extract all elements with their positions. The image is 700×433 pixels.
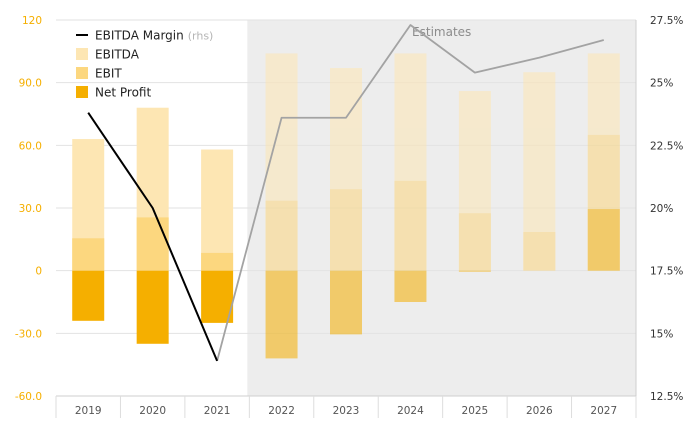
bar-ebit-2020: [136, 217, 169, 271]
y-left-tick-label: 30.0: [19, 203, 42, 215]
x-tick-label: 2026: [526, 405, 553, 417]
bar-group-2021: [201, 149, 234, 323]
bar-ebit-2026: [523, 232, 556, 271]
y-left-tick-label: 90.0: [19, 78, 42, 90]
bar-group-2027: [587, 53, 620, 271]
y-left-tick-label: -60.0: [15, 391, 42, 403]
legend-note: (rhs): [188, 30, 214, 43]
margin-line: [87, 24, 605, 362]
bar-group-2023: [330, 68, 362, 335]
legend-item-ebitda: EBITDA: [76, 48, 140, 62]
legend-label: EBIT: [95, 67, 122, 81]
bar-ebit-2022: [265, 200, 298, 271]
y-left-tick-label: -30.0: [15, 328, 42, 340]
y-right-tick-label: 15%: [650, 328, 673, 340]
bar-ebit-2023: [330, 189, 362, 271]
legend-item-ebit: EBIT: [76, 67, 122, 81]
bar-group-2019: [72, 139, 105, 321]
axes: 120 90.0 60.0 30.0 0 -30.0 -60.0 27.5% 25% 22.5% 2…: [15, 15, 683, 418]
bar-net-profit-2027: [587, 209, 620, 271]
bar-ebit-2021: [201, 252, 234, 271]
x-tick-label: 2020: [139, 405, 166, 417]
bar-net-profit-2023: [330, 270, 362, 335]
y-right-tick-label: 22.5%: [650, 140, 683, 152]
x-tick-label: 2027: [590, 405, 617, 417]
bar-ebit-2019: [72, 238, 105, 271]
legend-label: EBITDA Margin: [95, 29, 184, 43]
legend-item-ebitda-margin: EBITDA Margin (rhs): [76, 29, 213, 43]
legend-label: Net Profit: [95, 86, 151, 100]
x-tick-label: 2023: [333, 405, 360, 417]
bar-net-profit-2019: [72, 270, 105, 321]
bar-group-2026: [523, 72, 556, 271]
bar-net-profit-2025: [458, 270, 491, 272]
y-right-tick-label: 27.5%: [650, 15, 683, 27]
bar-group-2020: [136, 107, 169, 344]
y-right-tick-label: 20%: [650, 203, 673, 215]
legend-swatch-box: [76, 48, 88, 60]
x-tick-label: 2021: [204, 405, 231, 417]
bar-group-2025: [458, 91, 491, 272]
x-tick-label: 2024: [397, 405, 424, 417]
legend-label: EBITDA: [95, 48, 140, 62]
bars: [72, 53, 620, 359]
y-left-tick-label: 120: [22, 15, 42, 27]
bar-ebitda-2021: [201, 149, 234, 271]
bar-net-profit-2022: [265, 270, 298, 359]
bar-net-profit-2021: [201, 270, 234, 323]
legend-swatch-box: [76, 67, 88, 79]
x-tick-label: 2022: [268, 405, 295, 417]
ebitda-margin-line-estimates: [216, 24, 605, 362]
y-right-tick-label: 12.5%: [650, 391, 683, 403]
legend: EBITDA Margin (rhs) EBITDA EBIT Net Profit: [76, 29, 213, 100]
bar-net-profit-2024: [394, 270, 427, 302]
bar-ebit-2024: [394, 180, 427, 271]
bar-group-2024: [394, 53, 427, 302]
legend-swatch-box: [76, 86, 88, 98]
bar-group-2022: [265, 53, 298, 359]
y-right-tick-label: 25%: [650, 78, 673, 90]
x-tick-label: 2019: [75, 405, 102, 417]
y-right-tick-label: 17.5%: [650, 266, 683, 278]
estimates-label: Estimates: [412, 25, 471, 39]
y-left-tick-label: 0: [35, 266, 42, 278]
legend-item-net-profit: Net Profit: [76, 86, 151, 100]
x-tick-label: 2025: [462, 405, 489, 417]
ebitda-margin-line-actual: [87, 112, 219, 362]
bar-net-profit-2020: [136, 270, 169, 344]
y-left-tick-label: 60.0: [19, 140, 42, 152]
bar-ebit-2025: [458, 213, 491, 271]
